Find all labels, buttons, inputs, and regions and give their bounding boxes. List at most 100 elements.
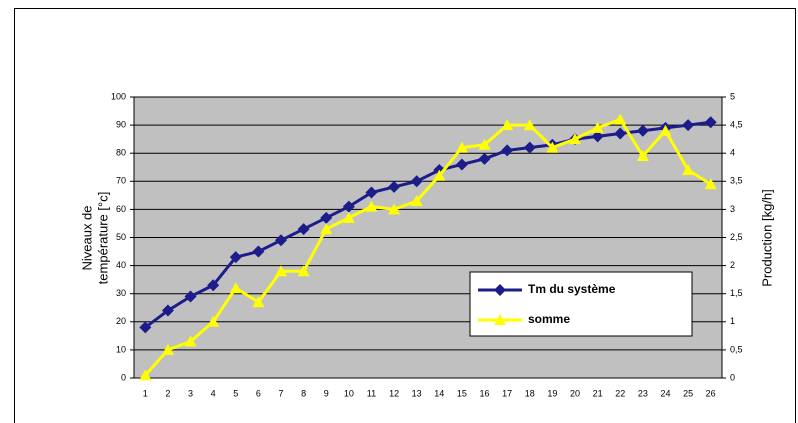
x-tick-label: 14 bbox=[434, 388, 444, 398]
data-point bbox=[682, 119, 695, 132]
y2-tick-label: 1 bbox=[730, 316, 735, 326]
legend-box bbox=[469, 271, 693, 337]
x-tick-label: 23 bbox=[638, 388, 648, 398]
y-tick-label: 80 bbox=[116, 148, 126, 158]
data-point bbox=[229, 251, 242, 264]
data-point bbox=[704, 116, 717, 129]
x-tick-label: 22 bbox=[615, 388, 625, 398]
x-tick-label: 25 bbox=[683, 388, 693, 398]
data-point bbox=[591, 121, 604, 133]
data-point bbox=[184, 335, 197, 347]
data-point bbox=[161, 343, 174, 355]
y2-tick-label: 2 bbox=[730, 260, 735, 270]
x-tick-label: 15 bbox=[457, 388, 467, 398]
y2-tick-label: 1,5 bbox=[730, 288, 743, 298]
x-tick-label: 4 bbox=[211, 388, 216, 398]
data-point bbox=[433, 169, 446, 181]
y-axis-label: Niveaux de bbox=[79, 205, 94, 270]
y2-axis-label: Production [kg/h] bbox=[759, 189, 774, 287]
x-tick-label: 24 bbox=[660, 388, 670, 398]
data-point bbox=[410, 175, 423, 188]
data-point bbox=[365, 186, 378, 199]
x-tick-label: 18 bbox=[525, 388, 535, 398]
legend-marker bbox=[494, 314, 506, 325]
legend-label: somme bbox=[528, 312, 570, 326]
x-tick-label: 16 bbox=[480, 388, 490, 398]
legend: Tm du système somme bbox=[469, 271, 693, 337]
data-point bbox=[478, 152, 491, 165]
data-point bbox=[614, 127, 627, 140]
x-tick-label: 10 bbox=[344, 388, 354, 398]
y-axis-label: température [°c] bbox=[95, 192, 110, 285]
y-tick-label: 0 bbox=[121, 372, 126, 382]
data-point bbox=[501, 119, 514, 131]
data-point bbox=[682, 164, 695, 176]
y2-tick-label: 0 bbox=[730, 372, 735, 382]
x-tick-label: 13 bbox=[412, 388, 422, 398]
data-point bbox=[161, 304, 174, 317]
x-tick-label: 3 bbox=[188, 388, 193, 398]
data-point bbox=[297, 223, 310, 236]
data-point bbox=[478, 138, 491, 150]
y-tick-label: 10 bbox=[116, 344, 126, 354]
data-point bbox=[365, 200, 378, 212]
data-point bbox=[252, 245, 265, 258]
data-point bbox=[342, 211, 355, 223]
data-point bbox=[139, 369, 152, 381]
y-tick-label: 90 bbox=[116, 119, 126, 129]
y2-tick-label: 3 bbox=[730, 204, 735, 214]
x-tick-label: 19 bbox=[547, 388, 557, 398]
data-point bbox=[275, 234, 287, 247]
data-point bbox=[636, 124, 649, 137]
data-point bbox=[207, 315, 220, 327]
x-tick-label: 11 bbox=[367, 388, 376, 398]
y2-tick-label: 5 bbox=[730, 91, 735, 101]
data-point bbox=[388, 203, 401, 215]
y2-tick-label: 2,5 bbox=[730, 232, 743, 242]
data-point bbox=[252, 296, 265, 308]
data-point bbox=[139, 321, 152, 334]
data-point bbox=[410, 194, 423, 206]
y-tick-label: 40 bbox=[116, 260, 126, 270]
data-point bbox=[546, 141, 559, 153]
data-point bbox=[523, 141, 536, 154]
data-point bbox=[569, 133, 581, 145]
y-tick-label: 100 bbox=[111, 91, 126, 101]
data-point bbox=[636, 150, 649, 162]
legend-label: Tm du système bbox=[528, 282, 616, 296]
x-tick-label: 21 bbox=[593, 388, 603, 398]
data-point bbox=[501, 144, 514, 157]
x-tick-label: 9 bbox=[324, 388, 329, 398]
y-tick-label: 50 bbox=[116, 232, 126, 242]
x-tick-label: 12 bbox=[389, 388, 399, 398]
x-tick-label: 7 bbox=[278, 388, 283, 398]
x-tick-label: 20 bbox=[570, 388, 580, 398]
data-point bbox=[275, 265, 287, 277]
x-tick-label: 6 bbox=[256, 388, 261, 398]
data-point bbox=[704, 178, 717, 190]
y-tick-label: 60 bbox=[116, 204, 126, 214]
y-tick-label: 30 bbox=[116, 288, 126, 298]
data-point bbox=[342, 200, 355, 213]
data-point bbox=[229, 282, 242, 294]
x-tick-label: 17 bbox=[502, 388, 512, 398]
data-point bbox=[591, 130, 604, 143]
data-point bbox=[455, 158, 468, 171]
x-tick-label: 8 bbox=[301, 388, 306, 398]
data-point bbox=[523, 119, 536, 131]
data-point bbox=[388, 180, 401, 193]
y2-tick-label: 4 bbox=[730, 148, 735, 158]
y2-tick-label: 3,5 bbox=[730, 176, 743, 186]
x-tick-label: 26 bbox=[706, 388, 716, 398]
data-point bbox=[659, 124, 672, 136]
x-tick-label: 2 bbox=[165, 388, 170, 398]
y-tick-label: 20 bbox=[116, 316, 126, 326]
y2-tick-label: 0,5 bbox=[730, 344, 743, 354]
data-point bbox=[184, 290, 197, 303]
data-point bbox=[297, 265, 310, 277]
legend-marker bbox=[494, 284, 506, 296]
y2-tick-label: 4,5 bbox=[730, 119, 743, 129]
x-tick-label: 5 bbox=[233, 388, 238, 398]
data-point bbox=[207, 279, 220, 292]
